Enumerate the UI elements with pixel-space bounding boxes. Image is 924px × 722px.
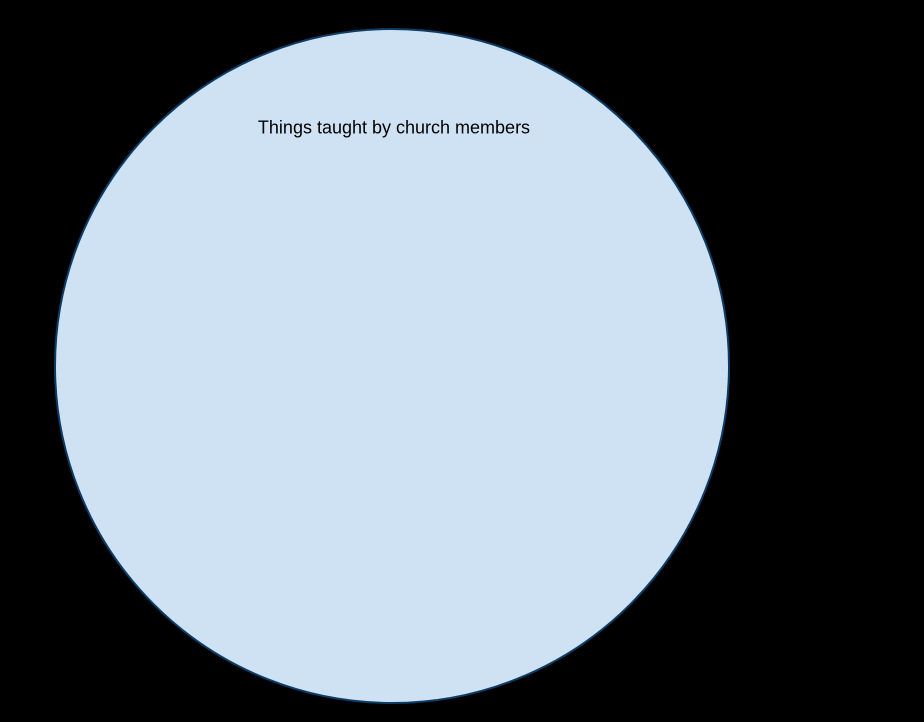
venn-circle-label: Things taught by church members [258, 118, 530, 139]
